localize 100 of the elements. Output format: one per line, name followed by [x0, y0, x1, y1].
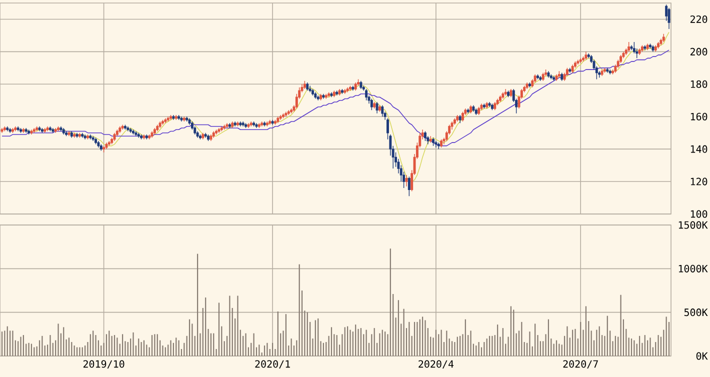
candlestick: [158, 121, 162, 128]
candlestick: [360, 80, 362, 90]
candlestick: [247, 122, 250, 128]
candlestick: [44, 128, 46, 134]
candlestick: [536, 74, 539, 80]
candlestick: [260, 121, 264, 127]
candlestick: [437, 142, 440, 150]
candlestick: [60, 126, 62, 132]
y-tick-label: 1000K: [678, 264, 708, 272]
candlestick: [340, 88, 344, 94]
candlestick: [36, 126, 38, 132]
candlestick: [215, 129, 218, 135]
candlestick: [94, 137, 97, 145]
candlestick: [3, 126, 6, 132]
candlestick: [660, 38, 662, 46]
candlestick: [458, 114, 462, 124]
y-tick-label: 1500K: [678, 221, 708, 229]
candlestick: [178, 114, 180, 120]
candlestick: [266, 121, 268, 127]
candlestick: [630, 44, 633, 50]
candlestick: [332, 90, 336, 98]
candlestick: [84, 134, 86, 140]
candlestick: [86, 134, 89, 140]
candlestick: [162, 120, 164, 126]
candlestick: [344, 88, 346, 94]
candlestick: [490, 103, 494, 110]
candlestick: [646, 43, 649, 50]
candlestick: [488, 102, 491, 108]
candlestick: [52, 128, 54, 134]
candlestick: [628, 42, 630, 52]
candlestick: [632, 42, 636, 54]
candlestick: [170, 114, 172, 120]
candlestick: [550, 74, 552, 80]
candlestick: [137, 132, 140, 138]
candlestick: [306, 82, 309, 91]
candlestick: [330, 92, 333, 98]
candlestick: [204, 132, 207, 138]
candlestick: [258, 122, 260, 128]
candlestick: [8, 128, 12, 134]
candlestick: [496, 98, 499, 106]
candlestick: [466, 108, 470, 114]
candlestick: [376, 102, 378, 114]
candlestick: [381, 104, 384, 117]
candlestick: [349, 85, 352, 91]
candlestick: [11, 128, 14, 134]
candlestick: [494, 102, 496, 110]
candlestick: [242, 121, 244, 127]
candlestick: [662, 33, 665, 42]
candlestick: [202, 132, 204, 140]
candlestick: [560, 72, 564, 82]
candlestick: [346, 87, 349, 93]
candlestick: [220, 126, 223, 132]
candlestick: [584, 51, 588, 60]
candlestick: [172, 114, 175, 120]
candlestick: [92, 136, 94, 142]
candlestick: [234, 121, 236, 127]
candlestick: [547, 70, 550, 78]
candlestick: [22, 128, 25, 134]
candlestick: [571, 64, 574, 74]
candlestick: [320, 94, 322, 101]
candlestick: [124, 124, 126, 130]
candlestick: [542, 72, 544, 82]
candlestick: [606, 68, 609, 74]
candlestick: [186, 116, 188, 122]
candlestick: [434, 140, 438, 148]
candlestick: [528, 82, 531, 88]
candlestick: [328, 92, 330, 98]
candlestick: [236, 121, 239, 127]
candlestick: [284, 111, 288, 117]
candlestick: [555, 74, 558, 82]
candlestick: [352, 85, 354, 91]
candlestick: [207, 134, 210, 142]
x-tick-label: 2019/10: [83, 360, 124, 369]
candlestick: [150, 130, 154, 138]
candlestick: [100, 144, 102, 152]
candlestick: [357, 78, 360, 86]
candlestick: [62, 128, 65, 135]
candlestick: [279, 114, 282, 120]
candlestick: [140, 134, 143, 140]
candlestick: [46, 126, 49, 132]
candlestick: [271, 120, 274, 126]
candlestick: [478, 106, 480, 116]
candlestick: [482, 103, 486, 109]
candlestick: [142, 134, 146, 140]
candlestick: [600, 69, 604, 76]
candlestick: [576, 59, 580, 66]
candlestick: [657, 42, 660, 49]
candlestick: [239, 121, 242, 127]
candlestick: [68, 130, 70, 136]
candlestick: [73, 132, 76, 138]
candlestick: [108, 140, 110, 146]
candlestick: [453, 118, 456, 126]
x-tick-label: 2020/4: [418, 360, 454, 369]
candlestick: [132, 129, 134, 135]
candlestick: [649, 43, 652, 49]
candlestick: [432, 137, 435, 146]
candlestick: [188, 118, 191, 126]
candlestick: [462, 111, 464, 122]
candlestick: [199, 134, 202, 140]
candlestick: [652, 44, 654, 52]
